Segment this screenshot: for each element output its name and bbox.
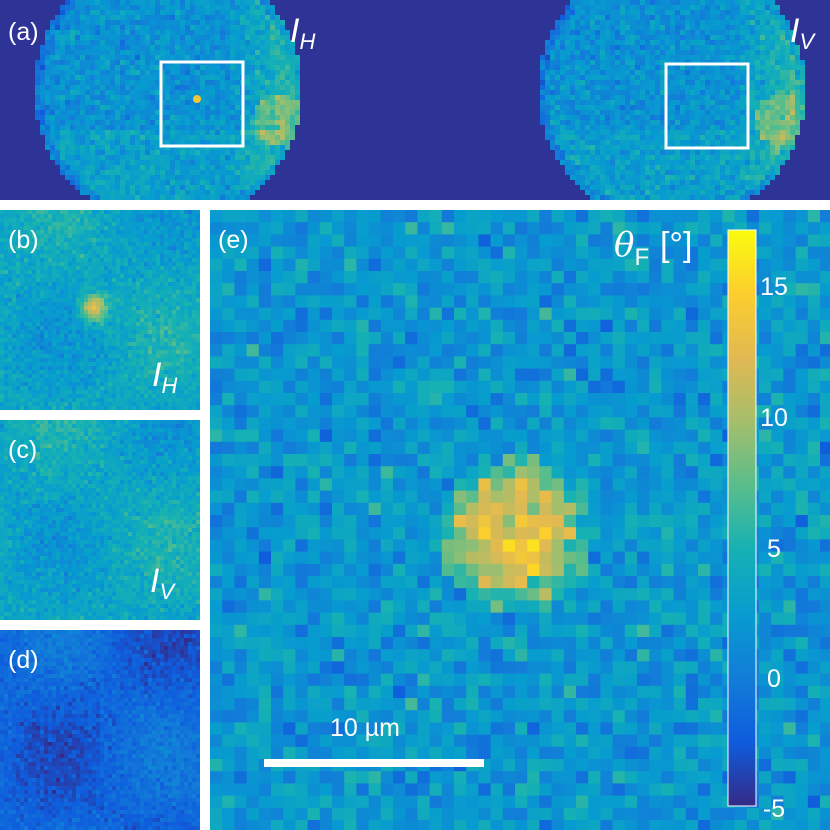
label-ih-zoom: IH [152, 358, 177, 397]
overview-pixels [35, 0, 805, 200]
panel-e-label: (e) [218, 226, 249, 254]
panel-c-label: (c) [8, 436, 38, 464]
colorbar-tick: -5 [762, 795, 786, 823]
colorbar-unit: [°] [659, 226, 693, 264]
panel-b-label: (b) [8, 226, 39, 254]
panel-b: (b) IH [0, 210, 200, 410]
roi-box-iv [664, 62, 750, 150]
panel-d: (d) [0, 630, 200, 830]
ih-zoom-subscript: H [161, 373, 178, 398]
ih-letter: I [290, 12, 300, 50]
panel-a: (a) IH IV [0, 0, 830, 200]
panel-a-label: (a) [8, 18, 39, 46]
iv-zoom-subscript: V [159, 579, 175, 604]
colorbar-tick: 0 [767, 665, 781, 693]
panel-e: (e) θF [°] 15 10 5 0 -5 10 µm [210, 210, 830, 830]
zoom-image-iv [0, 420, 200, 620]
scale-bar [264, 759, 484, 767]
zoom-pixels [0, 210, 200, 410]
label-iv-zoom: IV [150, 564, 174, 603]
hotspot-marker [193, 95, 201, 103]
colorbar-tick: 10 [760, 404, 788, 432]
scale-bar-label: 10 µm [330, 714, 400, 742]
rotation-pixels [210, 210, 830, 830]
colorbar-subscript: F [634, 244, 650, 271]
iv-subscript: V [799, 29, 815, 54]
label-ih-overview: IH [290, 14, 315, 53]
faraday-rotation-map [210, 210, 830, 830]
panel-d-label: (d) [8, 646, 39, 674]
colorbar-tick: 15 [760, 273, 788, 301]
zoom-image-ih [0, 210, 200, 410]
colorbar-tick: 5 [767, 535, 781, 563]
iv-letter: I [790, 12, 800, 50]
difference-image [0, 630, 200, 830]
overview-image [0, 0, 830, 200]
colorbar-title: θF [°] [614, 228, 692, 270]
colorbar [727, 229, 757, 807]
panel-c: (c) IV [0, 420, 200, 620]
zoom-pixels [0, 420, 200, 620]
colorbar-symbol: θ [614, 225, 635, 265]
iv-zoom-letter: I [150, 562, 160, 600]
ih-zoom-letter: I [152, 356, 162, 394]
ih-subscript: H [299, 29, 316, 54]
zoom-pixels [0, 630, 200, 830]
label-iv-overview: IV [790, 14, 814, 53]
roi-box-ih [159, 60, 245, 148]
